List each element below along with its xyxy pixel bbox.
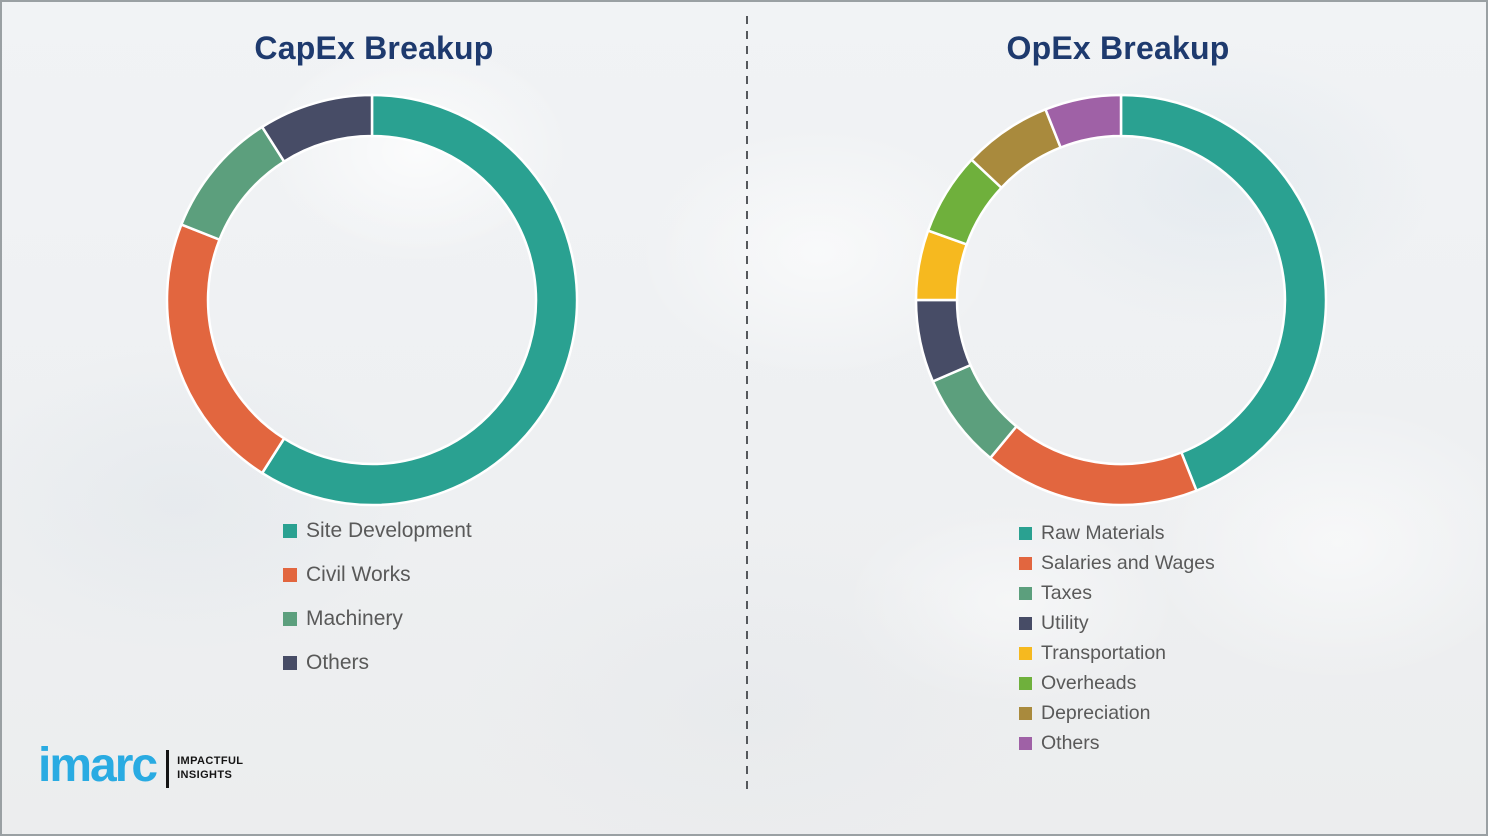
legend-swatch	[1019, 586, 1032, 600]
legend-label: Machinery	[306, 607, 403, 630]
legend-swatch	[1019, 526, 1032, 540]
opex-legend: Raw Materials Salaries and Wages Taxes Util…	[1019, 518, 1215, 758]
logo-tagline: IMPACTFUL INSIGHTS	[177, 755, 243, 783]
legend-item-civil-works: Civil Works	[283, 553, 472, 597]
legend-item-utility: Utility	[1019, 608, 1215, 638]
legend-item-depreciation: Depreciation	[1019, 698, 1215, 728]
legend-item-others: Others	[283, 641, 472, 685]
capex-chart-title: CapEx Breakup	[254, 30, 494, 66]
donut-segment-others	[260, 93, 374, 164]
legend-label: Raw Materials	[1041, 521, 1165, 544]
logo-divider-bar	[166, 750, 170, 788]
legend-swatch	[1019, 736, 1032, 750]
tagline-line-1: IMPACTFUL	[177, 755, 244, 768]
donut-segment-raw-materials	[1119, 93, 1328, 493]
legend-label: Overheads	[1041, 671, 1137, 694]
legend-label: Others	[1041, 731, 1100, 754]
legend-label: Salaries and Wages	[1041, 551, 1215, 574]
legend-swatch	[283, 524, 297, 538]
legend-item-transportation: Transportation	[1019, 638, 1215, 668]
legend-swatch	[283, 612, 297, 626]
legend-label: Taxes	[1041, 581, 1092, 604]
donut-segment-utility	[914, 298, 973, 384]
legend-item-taxes: Taxes	[1019, 578, 1215, 608]
donut-segment-machinery	[179, 125, 286, 242]
dashed-divider	[746, 16, 748, 792]
legend-swatch	[1019, 706, 1032, 720]
legend-item-raw-materials: Raw Materials	[1019, 518, 1215, 548]
legend-item-site-development: Site Development	[283, 509, 472, 553]
legend-label: Transportation	[1041, 641, 1167, 664]
legend-label: Civil Works	[306, 563, 411, 586]
legend-label: Depreciation	[1041, 701, 1151, 724]
donut-segment-civil-works	[165, 222, 286, 475]
legend-label: Utility	[1041, 611, 1089, 634]
legend-item-overheads: Overheads	[1019, 668, 1215, 698]
legend-label: Site Development	[306, 519, 472, 542]
tagline-line-2: INSIGHTS	[177, 769, 233, 781]
imarc-logo: imarc IMPACTFUL INSIGHTS	[38, 742, 243, 790]
legend-swatch	[283, 568, 297, 582]
legend-swatch	[1019, 646, 1032, 660]
donut-segment-salaries-and-wages	[988, 424, 1199, 507]
donut-segment-site-development	[260, 93, 579, 507]
legend-swatch	[1019, 556, 1032, 570]
capex-legend: Site Development Civil Works Machinery Othe…	[283, 509, 472, 685]
legend-swatch	[1019, 676, 1032, 690]
legend-item-salaries-and-wages: Salaries and Wages	[1019, 548, 1215, 578]
opex-donut-chart	[914, 93, 1328, 507]
legend-item-others: Others	[1019, 728, 1215, 758]
legend-swatch	[1019, 616, 1032, 630]
donut-segment-others	[1043, 93, 1123, 150]
capex-donut-chart	[165, 93, 579, 507]
legend-swatch	[283, 656, 297, 670]
legend-item-machinery: Machinery	[283, 597, 472, 641]
imarc-logo-text: imarc	[38, 739, 158, 792]
legend-label: Others	[306, 651, 370, 674]
opex-chart-title: OpEx Breakup	[1006, 30, 1230, 66]
